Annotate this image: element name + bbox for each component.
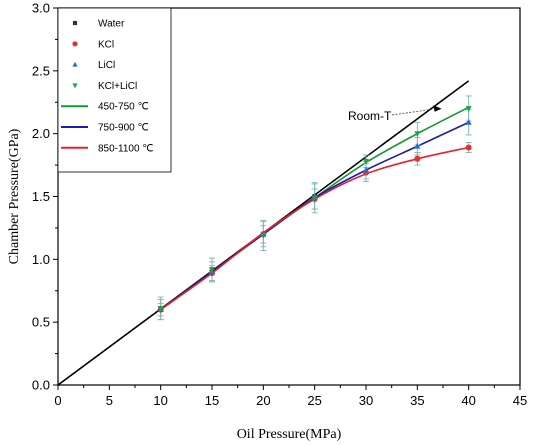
x-tick-label: 40 (461, 393, 475, 408)
y-axis-title: Chamber Pressure(GPa) (7, 128, 22, 264)
y-tick-label: 1.5 (32, 189, 50, 204)
legend-marker (72, 20, 78, 26)
x-tick-label: 35 (410, 393, 424, 408)
x-tick-label: 15 (205, 393, 219, 408)
legend-label: Water (98, 19, 125, 30)
legend-box (57, 7, 172, 173)
legend-label: KCl+LiCl (98, 81, 137, 92)
x-tick-label: 0 (54, 393, 61, 408)
x-ticks-group: 0 5 10 15 20 25 30 35 40 45 (54, 385, 527, 408)
y-tick-label: 3.0 (32, 1, 50, 16)
x-tick-label: 45 (513, 393, 527, 408)
legend: Water KCl LiCl KCl+LiCl 450-750 ℃ 750-900 ℃ 85… (57, 7, 172, 173)
legend-label: 850-1100 ℃ (98, 143, 154, 154)
data-points-group (157, 106, 472, 313)
data-point-kcl-licl (209, 266, 215, 273)
data-point-kcl-licl (363, 158, 369, 165)
data-point-kcl-licl (157, 305, 164, 312)
x-tick-label: 5 (106, 393, 113, 408)
y-tick-label: 0.5 (32, 315, 50, 330)
data-point-licl (414, 142, 421, 149)
y-tick-label: 2.0 (32, 126, 50, 141)
data-point-licl (363, 166, 369, 173)
legend-label: 750-900 ℃ (98, 123, 149, 134)
x-tick-label: 25 (307, 393, 321, 408)
x-tick-label: 10 (153, 393, 167, 408)
y-tick-label: 1.0 (32, 252, 50, 267)
x-tick-label: 30 (359, 393, 373, 408)
data-point-kcl-licl (465, 106, 472, 112)
legend-label: KCl (98, 39, 114, 50)
data-point-kcl-licl (311, 195, 318, 202)
y-ticks-group: 0.0 0.5 1.0 1.5 2.0 2.5 3.0 (32, 1, 58, 393)
legend-marker (72, 41, 78, 47)
x-tick-label: 20 (256, 393, 270, 408)
annotation-arrow-shaft (391, 108, 436, 116)
y-tick-label: 0.0 (32, 378, 50, 393)
data-point-kcl (414, 155, 421, 162)
data-point-kcl-licl (260, 233, 267, 239)
data-point-kcl (465, 144, 472, 151)
fit-curve (160, 121, 470, 311)
legend-label: LiCl (98, 60, 115, 71)
legend-marker (72, 61, 78, 67)
x-axis-title: Oil Pressure(MPa) (237, 427, 342, 442)
data-point-licl (465, 119, 472, 125)
legend-marker (72, 83, 78, 89)
annotation-room-t-label: Room-T (348, 109, 392, 123)
annotation-arrow-head (433, 105, 442, 112)
y-tick-label: 2.5 (32, 63, 50, 78)
legend-label: 450-750 ℃ (98, 102, 149, 113)
data-point-kcl-licl (414, 131, 421, 137)
fit-curve (160, 146, 469, 311)
annotation-group: Room-T (348, 105, 442, 123)
